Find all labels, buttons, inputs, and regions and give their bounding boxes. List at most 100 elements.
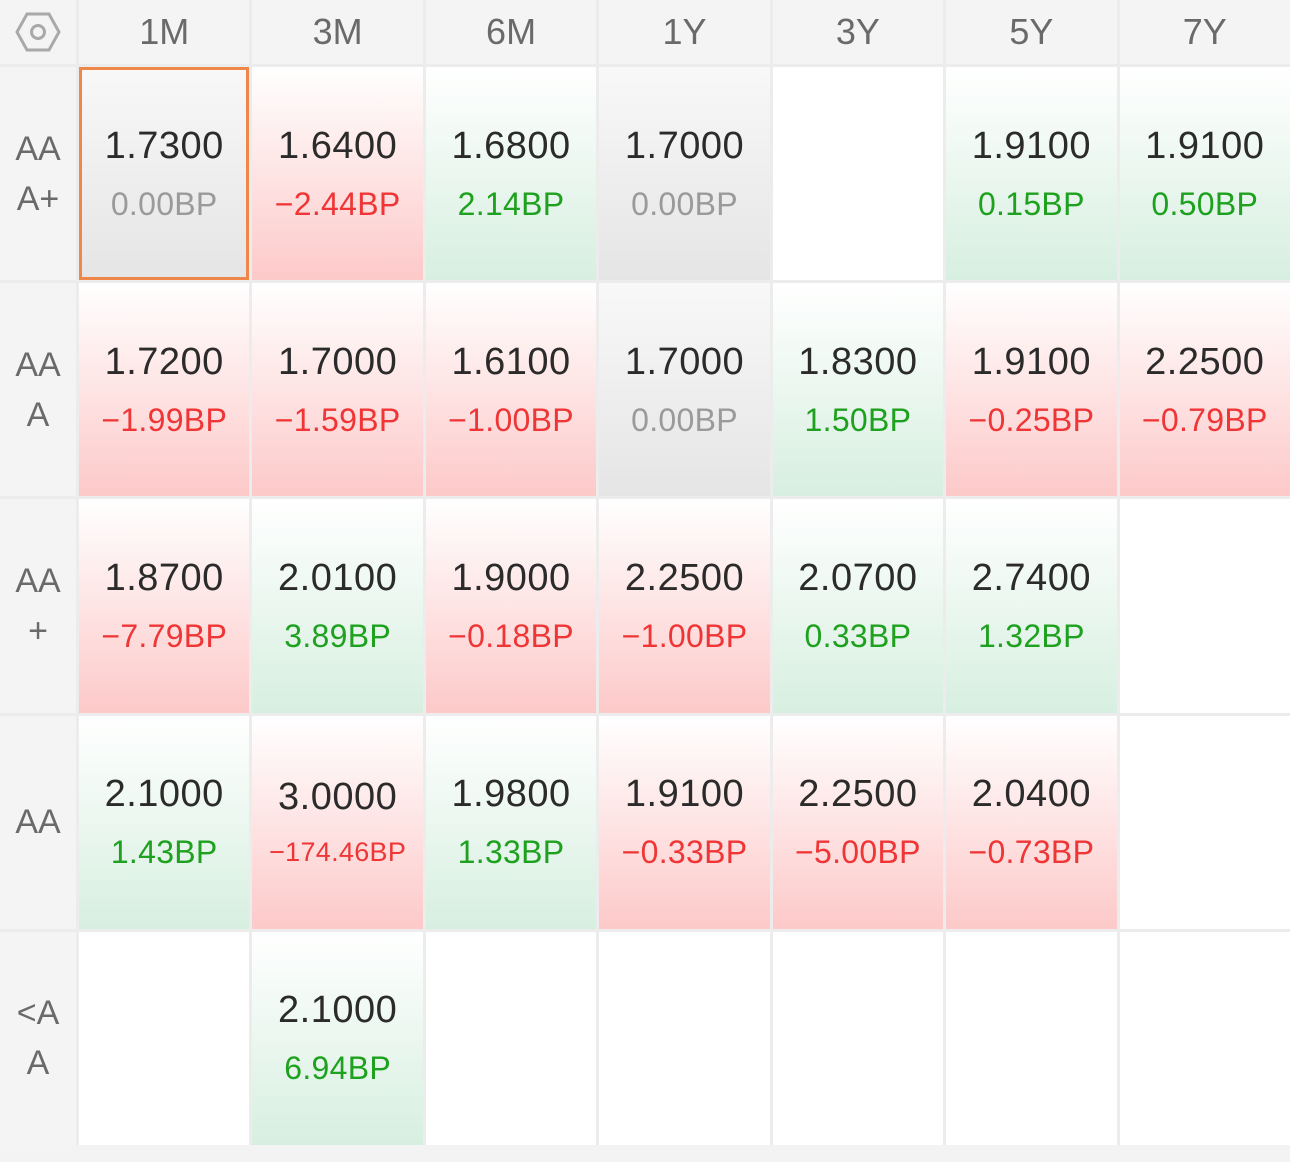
yield-value: 2.0100 <box>278 556 398 599</box>
yield-value: 2.0700 <box>798 556 918 599</box>
row-header[interactable]: AAA+ <box>0 67 76 281</box>
column-header-3m[interactable]: 3M <box>252 0 423 64</box>
yield-cell[interactable]: 1.9100 0.50BP <box>1119 67 1290 281</box>
yield-change: 1.33BP <box>457 834 565 871</box>
yield-cell[interactable]: 2.2500 −0.79BP <box>1119 283 1290 497</box>
settings-button[interactable] <box>0 0 76 64</box>
yield-change: 0.00BP <box>631 401 738 438</box>
yield-change: −0.25BP <box>968 401 1095 438</box>
yield-value: 1.6800 <box>451 124 571 167</box>
yield-value: 2.2500 <box>624 556 745 599</box>
yield-cell[interactable]: 1.7000 0.00BP <box>599 67 770 281</box>
yield-cell[interactable]: 2.0400 −0.73BP <box>946 715 1117 929</box>
empty-cell <box>1119 715 1290 929</box>
yield-cell[interactable]: 1.7300 0.00BP <box>79 67 250 281</box>
yield-change: −0.18BP <box>448 617 574 654</box>
yield-change: −7.79BP <box>101 617 228 654</box>
yield-change: 3.89BP <box>284 617 392 654</box>
column-header-7y[interactable]: 7Y <box>1119 0 1290 64</box>
yield-value: 2.2500 <box>798 773 918 816</box>
yield-value: 1.9100 <box>971 124 1091 167</box>
yield-cell[interactable]: 2.0100 3.89BP <box>252 499 423 713</box>
yield-value: 1.9800 <box>451 773 571 816</box>
yield-cell[interactable]: 1.9000 −0.18BP <box>425 499 597 713</box>
empty-cell <box>79 931 250 1145</box>
yield-change: −1.00BP <box>621 617 748 654</box>
yield-change: −1.99BP <box>101 401 228 438</box>
empty-cell <box>1119 499 1290 713</box>
yield-change: 0.33BP <box>804 617 912 654</box>
yield-cell[interactable]: 1.9100 −0.33BP <box>599 715 770 929</box>
yield-change: −1.59BP <box>274 401 401 438</box>
yield-change: 0.00BP <box>110 185 218 222</box>
empty-cell <box>772 67 944 281</box>
yield-cell[interactable]: 2.1000 6.94BP <box>252 931 423 1145</box>
yield-cell[interactable]: 1.8700 −7.79BP <box>79 499 250 713</box>
yield-change: 6.94BP <box>284 1050 392 1087</box>
yield-cell[interactable]: 1.9100 −0.25BP <box>946 283 1117 497</box>
column-header-5y[interactable]: 5Y <box>946 0 1117 64</box>
yield-value: 1.8700 <box>104 556 224 599</box>
yield-cell[interactable]: 1.8300 1.50BP <box>772 283 944 497</box>
yield-value: 1.7000 <box>278 340 398 383</box>
yield-cell[interactable]: 1.7200 −1.99BP <box>79 283 250 497</box>
yield-change: −0.73BP <box>968 834 1095 871</box>
yield-value: 2.1000 <box>104 773 224 816</box>
yield-change: −0.79BP <box>1141 401 1268 438</box>
empty-cell <box>1119 931 1290 1145</box>
yield-value: 1.9100 <box>971 340 1091 383</box>
yield-change: 1.50BP <box>804 401 912 438</box>
yield-change: 0.50BP <box>1151 185 1259 222</box>
yield-value: 2.2500 <box>1145 340 1265 383</box>
empty-cell <box>946 931 1117 1145</box>
yield-value: 2.7400 <box>971 556 1091 599</box>
yield-value: 1.6100 <box>451 340 571 383</box>
yield-change: −1.00BP <box>448 401 574 438</box>
yield-cell[interactable]: 1.7000 0.00BP <box>599 283 770 497</box>
yield-change: 0.00BP <box>631 185 738 222</box>
yield-value: 1.9100 <box>624 773 745 816</box>
yield-cell[interactable]: 2.0700 0.33BP <box>772 499 944 713</box>
yield-change: 1.43BP <box>110 834 218 871</box>
yield-cell[interactable]: 2.7400 1.32BP <box>946 499 1117 713</box>
yield-cell[interactable]: 1.6800 2.14BP <box>425 67 597 281</box>
empty-cell <box>772 931 944 1145</box>
row-header[interactable]: AA+ <box>0 499 76 713</box>
yield-change: 0.15BP <box>977 185 1085 222</box>
column-header-3y[interactable]: 3Y <box>772 0 944 64</box>
yield-change: −174.46BP <box>269 837 407 868</box>
yield-value: 1.7000 <box>624 340 745 383</box>
yield-value: 3.0000 <box>278 776 398 819</box>
yield-value: 1.8300 <box>798 340 918 383</box>
yield-value: 1.9000 <box>451 556 571 599</box>
yield-cell[interactable]: 3.0000 −174.46BP <box>252 715 423 929</box>
yield-cell[interactable]: 1.9800 1.33BP <box>425 715 597 929</box>
yield-change: 1.32BP <box>977 617 1085 654</box>
yield-cell[interactable]: 1.6400 −2.44BP <box>252 67 423 281</box>
column-header-6m[interactable]: 6M <box>425 0 597 64</box>
empty-cell <box>425 931 597 1145</box>
yield-change: −5.00BP <box>795 834 921 871</box>
row-header[interactable]: AAA <box>0 283 76 497</box>
yield-value: 1.9100 <box>1145 124 1265 167</box>
yield-cell[interactable]: 1.7000 −1.59BP <box>252 283 423 497</box>
yield-cell[interactable]: 1.6100 −1.00BP <box>425 283 597 497</box>
yield-cell[interactable]: 2.2500 −1.00BP <box>599 499 770 713</box>
yield-cell[interactable]: 1.9100 0.15BP <box>946 67 1117 281</box>
yield-cell[interactable]: 2.1000 1.43BP <box>79 715 250 929</box>
yield-value: 1.7300 <box>104 124 224 167</box>
yield-value: 2.0400 <box>971 773 1091 816</box>
row-header[interactable]: <AA <box>0 931 76 1145</box>
column-header-1y[interactable]: 1Y <box>599 0 770 64</box>
yield-value: 1.6400 <box>278 124 398 167</box>
yield-change: −0.33BP <box>621 834 748 871</box>
empty-cell <box>599 931 770 1145</box>
yield-cell[interactable]: 2.2500 −5.00BP <box>772 715 944 929</box>
yield-value: 2.1000 <box>278 989 398 1032</box>
column-header-1m[interactable]: 1M <box>79 0 250 64</box>
yield-value: 1.7200 <box>104 340 224 383</box>
row-header[interactable]: AA <box>0 715 76 929</box>
hexagon-settings-icon <box>15 12 61 52</box>
yield-value: 1.7000 <box>624 124 745 167</box>
